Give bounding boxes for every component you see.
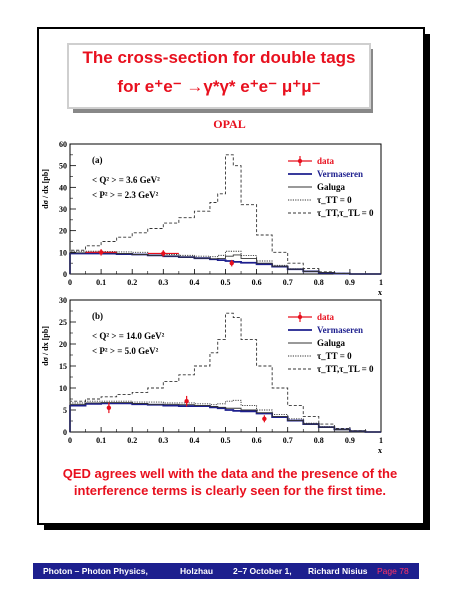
x-tick-label: 0.7 — [283, 278, 293, 287]
footer-place: Holzhau — [180, 566, 214, 576]
y-tick-label: 10 — [59, 248, 67, 257]
data-point — [106, 405, 112, 410]
series-4-histogram — [69, 154, 381, 275]
y-tick-label: 5 — [63, 406, 67, 415]
x-tick-label: 1 — [379, 436, 383, 445]
y-tick-label: 30 — [59, 205, 67, 214]
series-2-histogram — [69, 251, 381, 275]
title-box: The cross-section for double tags for e⁺… — [67, 43, 371, 109]
y-tick-label: 20 — [59, 227, 67, 236]
x-tick-label: 0.2 — [127, 436, 137, 445]
x-tick-label: 0.6 — [252, 436, 262, 445]
series-4-histogram — [69, 312, 381, 433]
data-point — [262, 416, 267, 421]
x-tick-label: 0.4 — [189, 278, 199, 287]
x-tick-label: 0.9 — [345, 436, 355, 445]
legend-label: τ_TT,τ_TL = 0 — [317, 208, 374, 218]
y-tick-label: 60 — [59, 140, 67, 149]
footer-conference: Photon – Photon Physics, — [43, 566, 148, 576]
x-tick-label: 0.1 — [96, 278, 106, 287]
y-tick-label: 50 — [59, 162, 67, 171]
x-tick-label: 0.4 — [189, 436, 199, 445]
kinematics-annotation: < Q² > = 3.6 GeV² — [92, 175, 160, 185]
y-tick-label: 20 — [59, 340, 67, 349]
data-point — [229, 260, 234, 266]
y-tick-label: 0 — [63, 428, 67, 437]
x-tick-label: 0.2 — [127, 278, 137, 287]
x-axis-label: x — [378, 288, 382, 297]
footer-author: Richard Nisius — [308, 566, 368, 576]
footer-bar: Photon – Photon Physics, Holzhau 2–7 Oct… — [33, 563, 419, 579]
experiment-label: OPAL — [213, 117, 246, 131]
kinematics-annotation: < P² > = 5.0 GeV² — [92, 346, 159, 356]
legend-label: τ_TT = 0 — [317, 195, 352, 205]
title-line-2: for e⁺e⁻ →γ*γ* e⁺e⁻ μ⁺μ⁻ — [117, 77, 321, 96]
x-tick-label: 0.8 — [314, 436, 324, 445]
x-axis-label: x — [378, 446, 382, 455]
kinematics-annotation: < Q² > = 14.0 GeV² — [92, 331, 165, 341]
x-tick-label: 0.3 — [158, 278, 168, 287]
data-point — [184, 399, 189, 404]
legend-label: data — [317, 312, 335, 322]
series-3-histogram — [69, 250, 381, 275]
y-tick-label: 25 — [59, 318, 67, 327]
title-line-1: The cross-section for double tags — [82, 48, 356, 67]
y-tick-label: 0 — [63, 270, 67, 279]
series-3-histogram — [69, 399, 381, 433]
footer-dates: 2–7 October 1, — [233, 566, 292, 576]
legend-label: Vermaseren — [317, 169, 363, 179]
x-tick-label: 0 — [68, 278, 72, 287]
x-tick-label: 0.5 — [221, 436, 231, 445]
panel-label: (a) — [92, 155, 103, 165]
series-2-histogram — [69, 402, 381, 433]
legend-label: τ_TT,τ_TL = 0 — [317, 364, 374, 374]
kinematics-annotation: < P² > = 2.3 GeV² — [92, 190, 159, 200]
legend-data-marker — [297, 314, 303, 320]
panel-label: (b) — [92, 311, 103, 321]
x-tick-label: 0.3 — [158, 436, 168, 445]
x-tick-label: 0.7 — [283, 436, 293, 445]
data-point — [98, 250, 104, 255]
y-axis-label: dσ / dx [pb] — [41, 169, 50, 209]
y-axis-label: dσ / dx [pb] — [41, 326, 50, 366]
data-point — [161, 251, 166, 256]
y-tick-label: 15 — [59, 362, 67, 371]
footer-page: Page 78 — [377, 566, 409, 576]
y-tick-label: 40 — [59, 183, 67, 192]
x-tick-label: 0.9 — [345, 278, 355, 287]
x-tick-label: 0.8 — [314, 278, 324, 287]
legend-data-marker — [297, 158, 303, 164]
x-tick-label: 0.6 — [252, 278, 262, 287]
conclusion-caption: QED agrees well with the data and the pr… — [62, 466, 398, 498]
legend-label: data — [317, 156, 335, 166]
legend-label: Vermaseren — [317, 325, 363, 335]
legend-label: τ_TT = 0 — [317, 351, 352, 361]
y-tick-label: 10 — [59, 384, 67, 393]
x-tick-label: 1 — [379, 278, 383, 287]
x-tick-label: 0.1 — [96, 436, 106, 445]
y-tick-label: 30 — [59, 296, 67, 305]
x-tick-label: 0.5 — [221, 278, 231, 287]
legend-label: Galuga — [317, 338, 346, 348]
x-tick-label: 0 — [68, 436, 72, 445]
legend-label: Galuga — [317, 182, 346, 192]
